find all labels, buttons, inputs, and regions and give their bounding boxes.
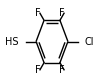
Text: F: F bbox=[59, 65, 65, 75]
Text: F: F bbox=[35, 8, 41, 18]
Text: Cl: Cl bbox=[84, 37, 94, 46]
Text: F: F bbox=[59, 8, 65, 18]
Text: HS: HS bbox=[5, 37, 18, 46]
Text: F: F bbox=[35, 65, 41, 75]
